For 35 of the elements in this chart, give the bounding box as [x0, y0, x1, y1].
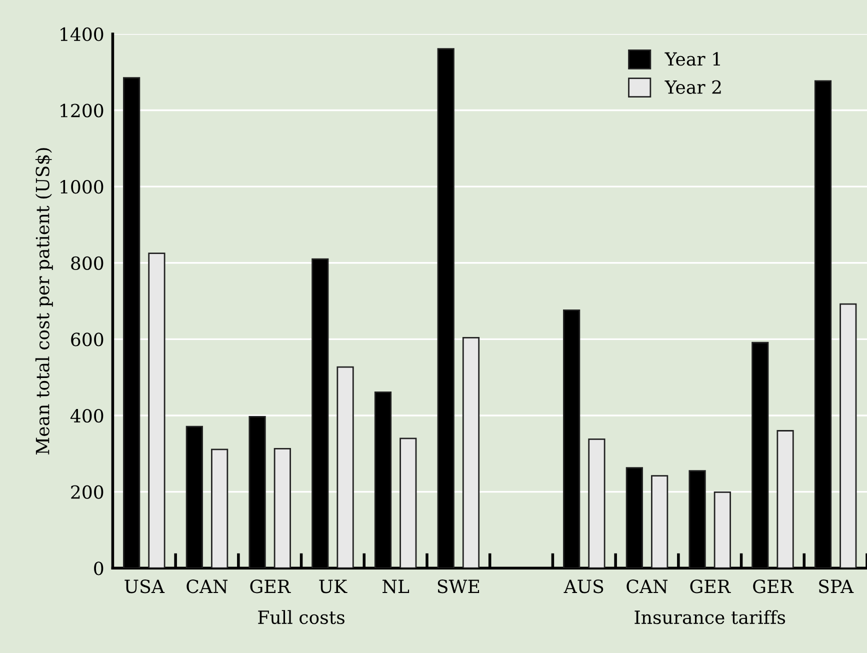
- bar: [274, 448, 291, 568]
- y-tick-label: 1200: [60, 104, 104, 118]
- y-tick-label: 1400: [60, 27, 104, 42]
- y-tick-label: 400: [70, 408, 104, 423]
- y-tick-label: 600: [71, 332, 104, 346]
- legend-label: Year 2: [664, 80, 721, 94]
- y-tick-label: 1000: [60, 180, 104, 194]
- y-tick-label: 800: [71, 256, 104, 270]
- bar: [588, 438, 606, 568]
- text: Full costs: [258, 610, 344, 624]
- bar: [336, 366, 354, 568]
- y-tick-label: 200: [71, 485, 104, 499]
- x-tick-label: CAN: [626, 580, 668, 594]
- x-tick-label: CAN: [186, 580, 228, 594]
- bar: [776, 430, 794, 568]
- x-tick-label: AUS: [564, 580, 604, 594]
- x-tick-label: UK: [319, 580, 348, 594]
- y-axis-title: Mean total cost per patient (US$): [35, 148, 53, 454]
- x-tick-label: USA: [124, 580, 165, 594]
- legend-label: Year 1: [664, 52, 720, 66]
- bar: [148, 252, 166, 568]
- x-tick-label: SPA: [819, 580, 854, 594]
- x-tick-label: GER: [250, 580, 291, 594]
- bar: [840, 303, 857, 568]
- x-tick-label: SWE: [438, 580, 480, 594]
- x-tick-label: GER: [690, 580, 731, 594]
- bar: [400, 438, 417, 568]
- text: Insurance tariffs: [634, 610, 786, 624]
- y-tick-label: 0: [94, 562, 104, 576]
- bar: [211, 448, 228, 568]
- x-tick-label: GER: [753, 580, 794, 594]
- bar: [462, 336, 480, 568]
- bar: [714, 491, 731, 568]
- x-tick-label: NL: [382, 580, 410, 594]
- bar: [651, 475, 668, 568]
